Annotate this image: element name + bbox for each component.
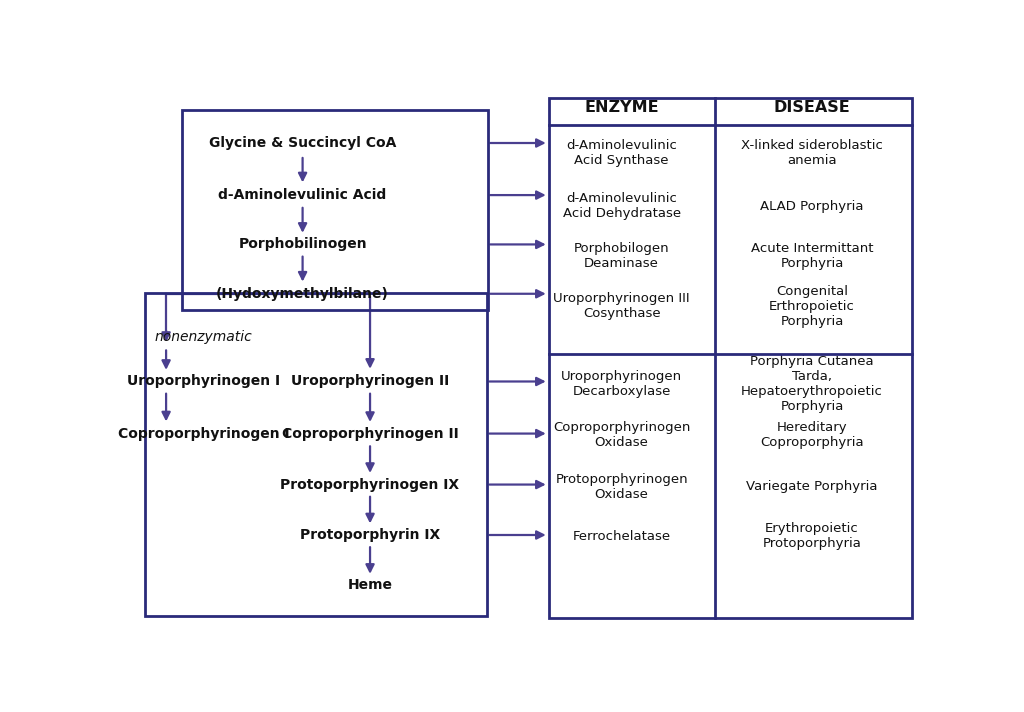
Text: Glycine & Succincyl CoA: Glycine & Succincyl CoA	[209, 136, 396, 150]
Text: Congenital
Erthropoietic
Porphyria: Congenital Erthropoietic Porphyria	[769, 285, 855, 328]
Text: Acute Intermittant
Porphyria: Acute Intermittant Porphyria	[751, 243, 873, 271]
Text: d-Aminolevulinic
Acid Dehydratase: d-Aminolevulinic Acid Dehydratase	[562, 192, 681, 220]
Text: Coproporphyrinogen
Oxidase: Coproporphyrinogen Oxidase	[553, 422, 690, 449]
Text: Uroporphyrinogen II: Uroporphyrinogen II	[291, 375, 450, 389]
Text: Erythropoietic
Protoporphyria: Erythropoietic Protoporphyria	[763, 522, 861, 550]
Text: Protoporphyrinogen IX: Protoporphyrinogen IX	[281, 478, 460, 491]
Text: Porphobilinogen: Porphobilinogen	[239, 237, 367, 251]
Text: nonenzymatic: nonenzymatic	[155, 330, 252, 343]
Text: Porphyria Cutanea
Tarda,
Hepatoerythropoietic
Porphyria: Porphyria Cutanea Tarda, Hepatoerythropo…	[741, 355, 883, 413]
Text: (Hydoxymethylbilane): (Hydoxymethylbilane)	[216, 287, 389, 300]
Text: Hereditary
Coproporphyria: Hereditary Coproporphyria	[760, 422, 864, 449]
Text: d-Aminolevulinic
Acid Synthase: d-Aminolevulinic Acid Synthase	[566, 140, 677, 167]
Text: Uroporphyrinogen III
Cosynthase: Uroporphyrinogen III Cosynthase	[553, 293, 690, 320]
Text: Protoporphyrin IX: Protoporphyrin IX	[300, 528, 440, 542]
Text: Coproporphyrinogen I: Coproporphyrinogen I	[118, 426, 289, 441]
Text: X-linked sideroblastic
anemia: X-linked sideroblastic anemia	[741, 140, 883, 167]
Text: Coproporphyrinogen II: Coproporphyrinogen II	[282, 426, 459, 441]
Text: Uroporphyrinogen I: Uroporphyrinogen I	[127, 375, 280, 389]
Bar	[549, 98, 912, 618]
Text: Ferrochelatase: Ferrochelatase	[572, 530, 671, 543]
Text: DISEASE: DISEASE	[774, 100, 851, 115]
Text: Porphobilogen
Deaminase: Porphobilogen Deaminase	[573, 243, 670, 271]
Bar	[145, 293, 486, 616]
Text: ALAD Porphyria: ALAD Porphyria	[761, 199, 864, 213]
Text: ENZYME: ENZYME	[585, 100, 658, 115]
Text: Uroporphyrinogen
Decarboxylase: Uroporphyrinogen Decarboxylase	[561, 370, 682, 398]
Text: Heme: Heme	[347, 578, 392, 592]
Text: d-Aminolevulinic Acid: d-Aminolevulinic Acid	[218, 188, 387, 202]
Text: Protoporphyrinogen
Oxidase: Protoporphyrinogen Oxidase	[555, 473, 688, 501]
Bar	[182, 110, 487, 310]
Text: Variegate Porphyria: Variegate Porphyria	[746, 481, 878, 493]
